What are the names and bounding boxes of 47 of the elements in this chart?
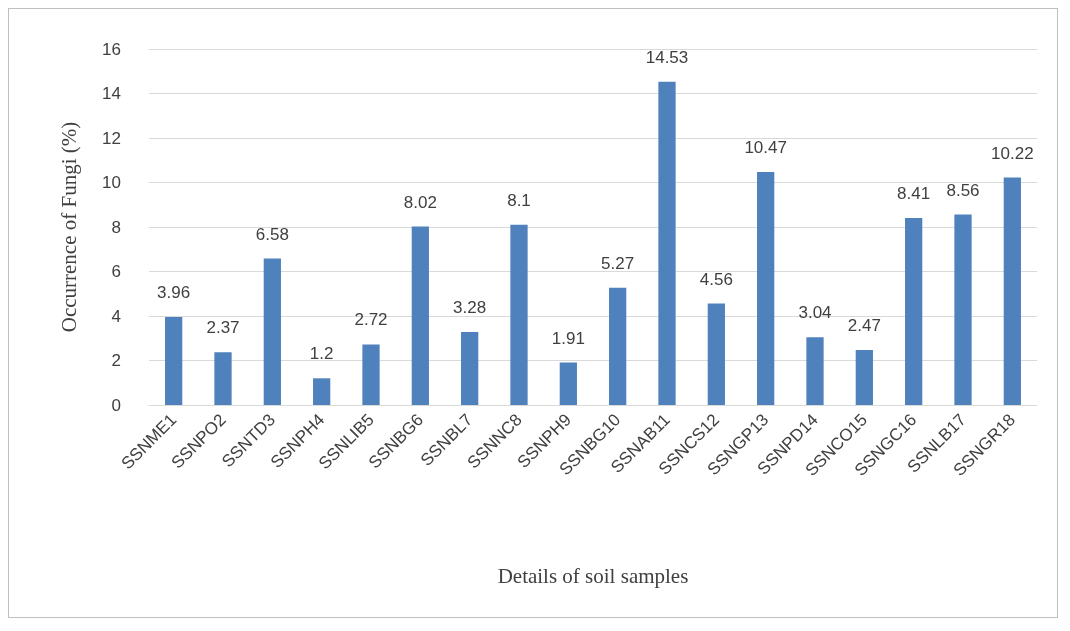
y-tick-label: 0 (111, 395, 121, 415)
bar (707, 303, 725, 405)
data-label: 5.27 (601, 253, 635, 273)
y-tick-label: 10 (102, 173, 121, 192)
x-axis-title: Details of soil samples (497, 563, 689, 588)
bar (263, 258, 281, 405)
y-tick-label: 8 (111, 217, 121, 237)
y-tick-label: 6 (111, 262, 121, 281)
bar (461, 332, 479, 405)
data-label: 3.96 (157, 282, 191, 302)
data-label: 8.02 (403, 192, 437, 212)
y-tick-label: 16 (102, 39, 121, 59)
bar (165, 316, 183, 405)
data-label: 6.58 (255, 224, 289, 244)
data-label: 8.41 (897, 183, 931, 203)
bar (757, 172, 775, 405)
bar (411, 226, 429, 405)
data-label: 10.22 (991, 143, 1034, 163)
data-label: 2.72 (354, 310, 388, 330)
y-tick-label: 12 (102, 128, 121, 148)
y-axis-title: Occurrence of Fungi (%) (56, 121, 81, 333)
bar (855, 350, 873, 405)
data-label: 2.47 (847, 316, 881, 336)
data-label: 8.1 (507, 190, 531, 210)
bar (362, 344, 380, 405)
bar (905, 217, 923, 405)
data-label: 1.91 (551, 328, 585, 348)
y-tick-label: 2 (111, 351, 121, 370)
data-label: 8.56 (946, 180, 980, 200)
data-label: 14.53 (645, 47, 689, 67)
bar (214, 352, 232, 405)
y-tick-label: 14 (102, 84, 121, 103)
bar (559, 362, 577, 405)
bar (609, 287, 627, 405)
data-label: 10.47 (744, 138, 787, 158)
y-tick-label: 4 (111, 306, 121, 326)
bar (313, 378, 331, 405)
bar (510, 224, 528, 405)
bar (806, 337, 824, 405)
data-label: 2.37 (206, 318, 240, 338)
data-label: 4.56 (699, 269, 733, 289)
bar (658, 81, 676, 405)
bar (954, 214, 972, 405)
data-label: 3.28 (453, 298, 487, 318)
data-label: 3.04 (798, 303, 832, 323)
bar (1003, 177, 1021, 405)
data-label: 1.2 (309, 344, 334, 364)
